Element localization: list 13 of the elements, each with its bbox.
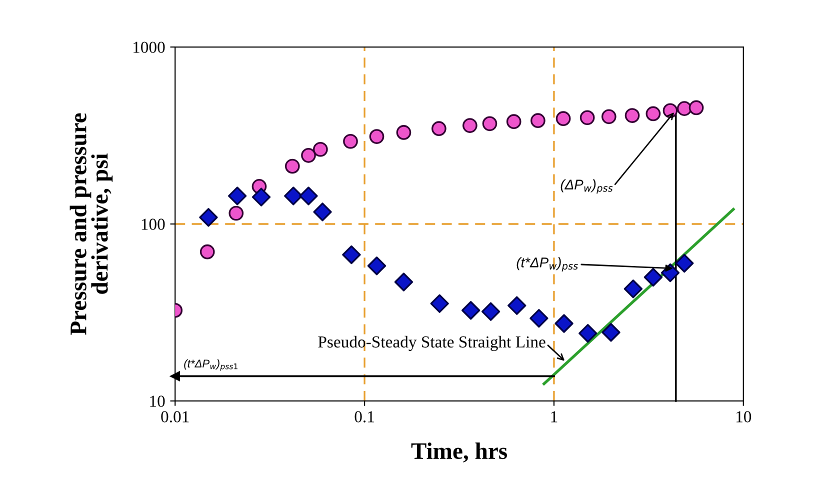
annotation: (t*ΔP$_{w}$)$_{pss}$ — [516, 257, 578, 272]
x-tick-label: 1 — [551, 411, 558, 422]
annotation: Pseudo-Steady State Straight Line — [318, 336, 546, 351]
y-tick-label: 100 — [142, 218, 165, 230]
y-tick-label: 1000 — [134, 42, 165, 53]
annotation: (ΔP$_{w}$)$_{pss}$ — [560, 179, 613, 194]
x-tick-label: 0.1 — [354, 411, 374, 422]
x-axis-title: Time, hrs — [411, 442, 507, 462]
annotation: (t*ΔP$_{w}$)$_{pss1}$ — [184, 359, 238, 371]
y-axis-title: Pressure and pressure derivative, psi — [70, 113, 113, 335]
x-tick-label: 10 — [736, 411, 752, 422]
y-tick-label: 10 — [150, 396, 165, 407]
x-tick-label: 0.01 — [161, 411, 189, 422]
